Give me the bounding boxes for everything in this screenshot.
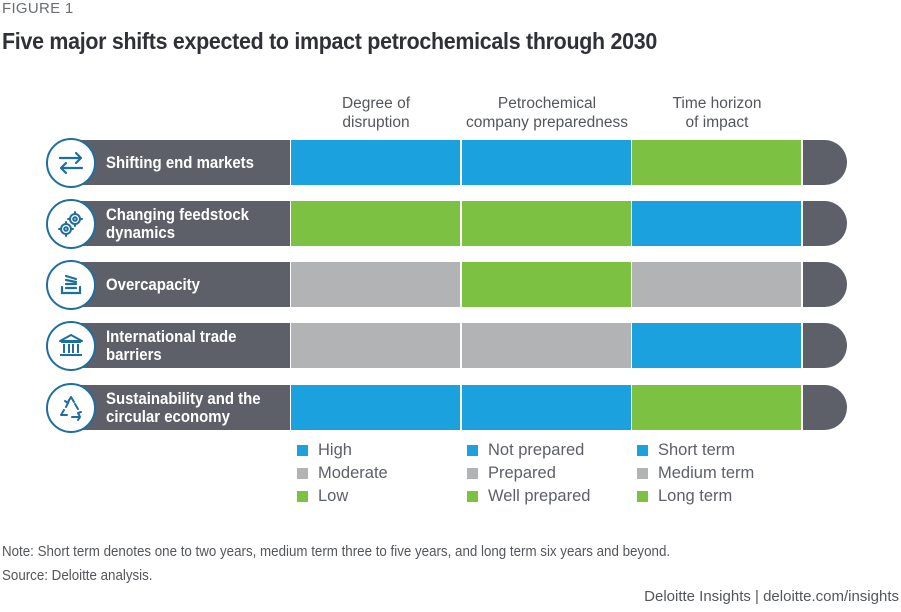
rating-cell-disruption [291, 385, 460, 430]
gears-icon [46, 198, 96, 249]
rating-cell-disruption [291, 262, 460, 307]
column-header-preparedness: Petrochemical company preparedness [462, 94, 632, 132]
rating-cell-preparedness [462, 323, 631, 368]
column-header-time-horizon: Time horizon of impact [632, 94, 802, 132]
legend-item: Medium term [621, 462, 754, 485]
row-label-bar [72, 262, 290, 307]
rating-cell-disruption [291, 140, 460, 185]
note-text: Note: Short term denotes one to two year… [2, 544, 671, 560]
row-end-cap [803, 262, 847, 307]
column-header-text: Time horizon of impact [672, 95, 762, 131]
row-end-cap [803, 201, 847, 246]
column-header-text: Degree of disruption [341, 95, 411, 131]
rating-cell-time-horizon [632, 140, 801, 185]
row-end-cap [803, 323, 847, 368]
legend-item: Prepared [451, 462, 590, 485]
figure-label: FIGURE 1 [2, 0, 74, 17]
legend-item: Short term [621, 439, 754, 462]
column-header-text: Petrochemical company preparedness [466, 95, 628, 131]
rating-cell-preparedness [462, 262, 631, 307]
legend-disruption: High Moderate Low [281, 439, 388, 508]
legend-label: Low [318, 487, 349, 505]
legend-item: Well prepared [451, 485, 590, 508]
rating-cell-disruption [291, 201, 460, 246]
legend-item: Long term [621, 485, 754, 508]
legend-swatch [297, 468, 308, 479]
chart-title: Five major shifts expected to impact pet… [2, 28, 657, 54]
row-label-bar [72, 323, 290, 368]
legend-item: Low [281, 485, 388, 508]
column-header-disruption: Degree of disruption [291, 94, 461, 132]
rating-cell-time-horizon [632, 262, 801, 307]
row-label-bar [72, 140, 290, 185]
row-label: Sustainability and the circular economy [106, 388, 261, 426]
legend-swatch [637, 491, 648, 502]
legend-label: Well prepared [488, 487, 591, 505]
rating-cell-preparedness [462, 140, 631, 185]
legend-preparedness: Not prepared Prepared Well prepared [451, 439, 590, 508]
notes: Note: Short term denotes one to two year… [2, 540, 670, 588]
legend-label: Short term [658, 441, 736, 459]
rating-cell-preparedness [462, 385, 631, 430]
legend-label: Medium term [658, 464, 755, 482]
row-label: International trade barriers [106, 326, 237, 364]
footer-credit: Deloitte Insights | deloitte.com/insight… [644, 588, 899, 605]
rating-cell-preparedness [462, 201, 631, 246]
row-end-cap [803, 385, 847, 430]
legend-time-horizon: Short term Medium term Long term [621, 439, 754, 508]
row-label-bar [72, 201, 290, 246]
legend-swatch [467, 491, 478, 502]
legend-item: Moderate [281, 462, 388, 485]
rating-cell-disruption [291, 323, 460, 368]
row-label-bar [72, 385, 290, 430]
legend-item: Not prepared [451, 439, 590, 462]
legend-label: Prepared [488, 464, 556, 482]
government-building-icon [46, 320, 96, 371]
row-label: Changing feedstock dynamics [106, 204, 249, 242]
legend-label: Moderate [318, 464, 388, 482]
legend-swatch [637, 468, 648, 479]
legend-swatch [467, 468, 478, 479]
legend-label: High [318, 441, 352, 459]
legend-swatch [637, 445, 648, 456]
legend-swatch [467, 445, 478, 456]
legend-label: Long term [658, 487, 733, 505]
arrows-exchange-icon [46, 137, 96, 188]
rating-cell-time-horizon [632, 323, 801, 368]
rating-cell-time-horizon [632, 201, 801, 246]
stacked-tray-icon [46, 259, 96, 310]
source-text: Source: Deloitte analysis. [2, 568, 153, 584]
legend-swatch [297, 445, 308, 456]
legend-item: High [281, 439, 388, 462]
rating-cell-time-horizon [632, 385, 801, 430]
row-label: Shifting end markets [106, 152, 254, 172]
recycle-icon [46, 382, 96, 433]
legend-swatch [297, 491, 308, 502]
row-label: Overcapacity [106, 274, 200, 294]
legend-label: Not prepared [488, 441, 585, 459]
row-end-cap [803, 140, 847, 185]
